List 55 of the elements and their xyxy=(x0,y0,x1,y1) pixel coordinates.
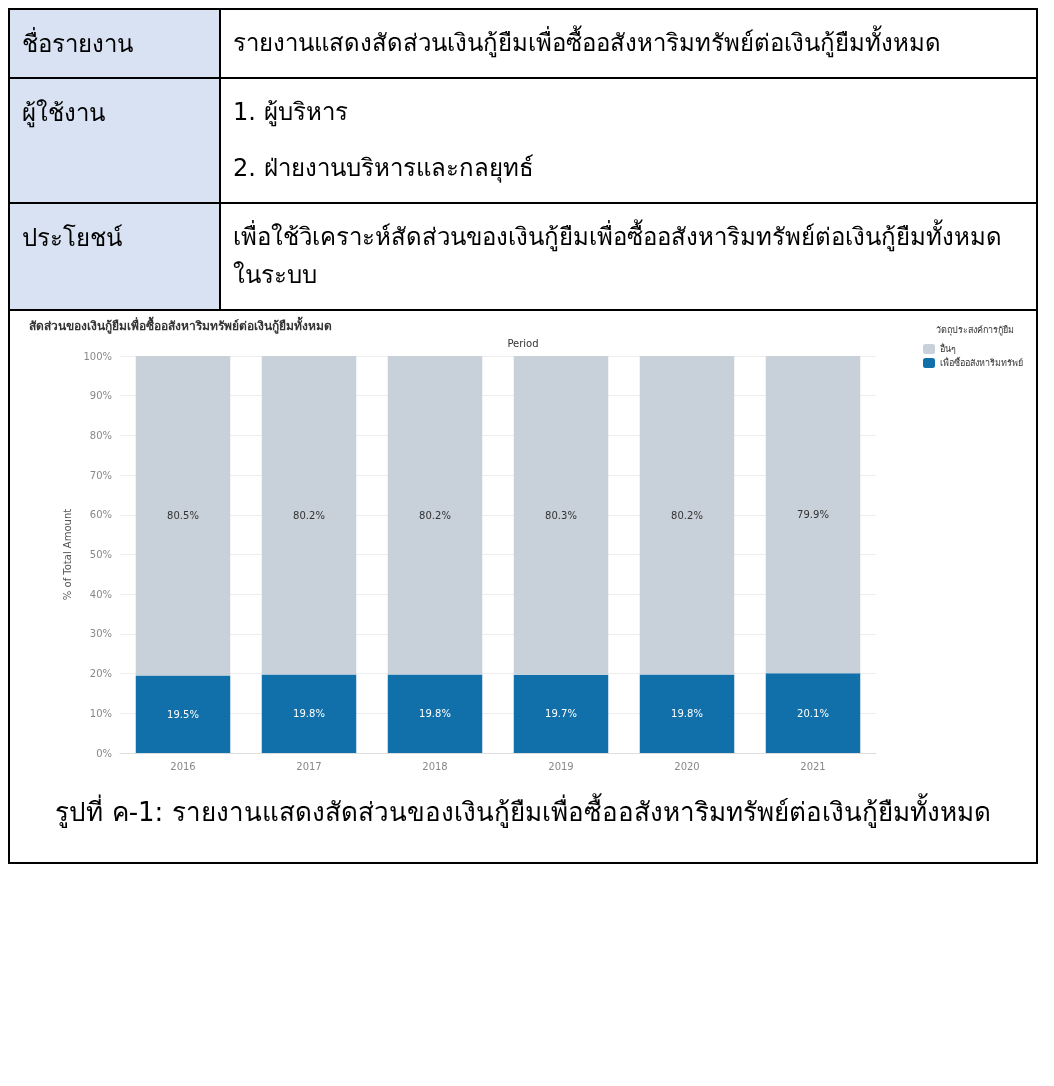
x-tick-label: 2018 xyxy=(422,760,448,772)
bar xyxy=(513,674,609,753)
y-tick-label: 100% xyxy=(83,350,112,362)
y-tick-label: 20% xyxy=(89,667,112,679)
bar xyxy=(639,673,735,753)
y-tick-label: 70% xyxy=(89,469,112,481)
x-tick-label: 2020 xyxy=(674,760,700,772)
x-tick-label: 2019 xyxy=(548,760,574,772)
bar xyxy=(135,675,231,753)
data-label: 19.8% xyxy=(671,707,703,719)
legend-label: เพื่อซื้ออสังหาริมทรัพย์ xyxy=(940,355,1023,368)
y-tick-label: 80% xyxy=(89,429,112,441)
y-tick-label: 60% xyxy=(89,508,112,520)
legend-title: วัตถุประสงค์การกู้ยืม xyxy=(936,323,1014,336)
bar xyxy=(513,355,609,675)
text: รูปที่ ค-1: รายงานแสดงสัดส่วนของเงินกู้ยืมเพื่อซื้ออสังหาริมทรัพย์ต่อเงินกู้ยืมทั้งหมด xyxy=(54,792,992,830)
y-tick-label: 50% xyxy=(89,548,112,560)
bar xyxy=(135,355,231,676)
legend-label: อื่นๆ xyxy=(940,341,956,354)
bar xyxy=(261,355,357,674)
text: 2. ฝ่ายงานบริหารและกลยุทธ์ xyxy=(233,153,535,185)
x-tick-label: 2016 xyxy=(170,760,196,772)
bar xyxy=(387,673,483,753)
bar xyxy=(765,672,861,753)
x-tick-label: 2021 xyxy=(800,760,826,772)
text: รายงานแสดงสัดส่วนเงินกู้ยืมเพื่อซื้ออสังหาริมทรัพย์ต่อเงินกู้ยืมทั้งหมด xyxy=(233,24,942,60)
bar xyxy=(639,355,735,674)
data-label: 19.8% xyxy=(419,707,451,719)
y-tick-label: 0% xyxy=(96,747,112,759)
y-axis-title: % of Total Amount xyxy=(61,508,73,600)
y-tick-label: 30% xyxy=(89,627,112,639)
bar xyxy=(387,355,483,674)
data-label: 80.3% xyxy=(545,509,577,521)
data-label: 80.2% xyxy=(671,509,703,521)
data-label: 19.8% xyxy=(293,707,325,719)
data-label: 80.2% xyxy=(293,509,325,521)
data-label: 79.9% xyxy=(797,508,829,520)
data-label: 80.2% xyxy=(419,509,451,521)
x-axis-title: Period xyxy=(507,337,539,349)
y-tick-label: 40% xyxy=(89,588,112,600)
text: เพื่อใช้วิเคราะห์สัดส่วนของเงินกู้ยืมเพื่อซื้ออสังหาริมทรัพย์ต่อเงินกู้ยืมทั้งหมดในระบบ xyxy=(233,218,1003,292)
data-label: 19.5% xyxy=(167,708,199,720)
x-tick-label: 2017 xyxy=(296,760,322,772)
chart-title: สัดส่วนของเงินกู้ยืมเพื่อซื้ออสังหาริมทรัพย์ต่อเงินกู้ยืมทั้งหมด xyxy=(29,315,332,334)
data-label: 80.5% xyxy=(167,509,199,521)
data-label: 20.1% xyxy=(797,707,829,719)
text: ประโยชน์ xyxy=(9,202,220,310)
text: ผู้ใช้งาน xyxy=(9,78,220,203)
bar xyxy=(765,355,861,673)
bar xyxy=(261,673,357,753)
y-tick-label: 90% xyxy=(89,389,112,401)
text: 1. ผู้บริหาร xyxy=(233,97,349,129)
y-tick-label: 10% xyxy=(89,707,112,719)
text: ชื่อรายงาน xyxy=(9,9,220,78)
data-label: 19.7% xyxy=(545,707,577,719)
